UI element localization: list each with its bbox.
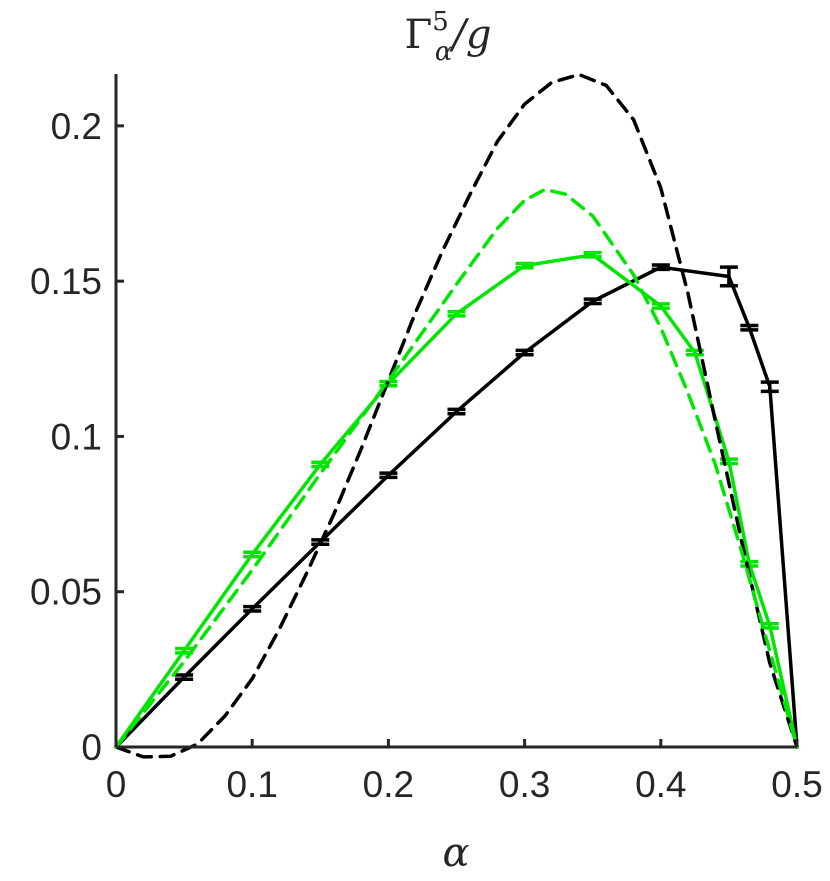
error-bar [447, 309, 466, 318]
error-bar [651, 302, 670, 310]
x-tick-label: 0.1 [226, 764, 277, 805]
error-bar [515, 261, 534, 270]
x-tick-label: 0.4 [635, 764, 686, 805]
x-tick-label: 0 [106, 764, 127, 805]
title-subscript: α [435, 37, 453, 67]
title-gamma: Γ [405, 12, 433, 58]
plot-area [114, 72, 799, 759]
x-axis-label: α [442, 830, 469, 876]
title-rest: /g [448, 12, 491, 58]
x-tick-label: 0.2 [363, 764, 414, 805]
y-tick-label: 0 [81, 727, 102, 768]
error-bar [515, 348, 534, 357]
error-bar [583, 250, 602, 259]
error-bar [175, 673, 194, 682]
error-bar [740, 559, 759, 568]
x-tick-group: 0 0.1 0.2 0.3 0.4 0.5 [106, 739, 823, 805]
y-tick-label: 0.05 [30, 572, 102, 613]
error-bar [719, 265, 738, 288]
x-tick-label: 0.3 [499, 764, 550, 805]
error-bar [243, 604, 262, 613]
y-tick-label: 0.2 [51, 106, 102, 147]
y-tick-label: 0.15 [30, 261, 102, 302]
error-bar [379, 471, 398, 480]
chart-title: Γ5 α/g [405, 7, 492, 67]
error-bar [447, 407, 466, 416]
series-line-green-dashed [114, 187, 799, 749]
title-superscript: 5 [432, 7, 449, 37]
series-line-black-dashed [114, 72, 799, 759]
series-line-black-solid [114, 265, 799, 749]
y-tick-group: 0 0.05 0.1 0.15 0.2 [30, 106, 124, 768]
series-line-green-solid [114, 253, 799, 749]
error-bar [243, 550, 262, 559]
x-tick-label: 0.5 [771, 764, 822, 805]
y-tick-label: 0.1 [51, 416, 102, 457]
error-bar [760, 380, 779, 394]
error-bar [583, 297, 602, 306]
error-bar [740, 323, 759, 332]
error-bar [651, 263, 670, 272]
